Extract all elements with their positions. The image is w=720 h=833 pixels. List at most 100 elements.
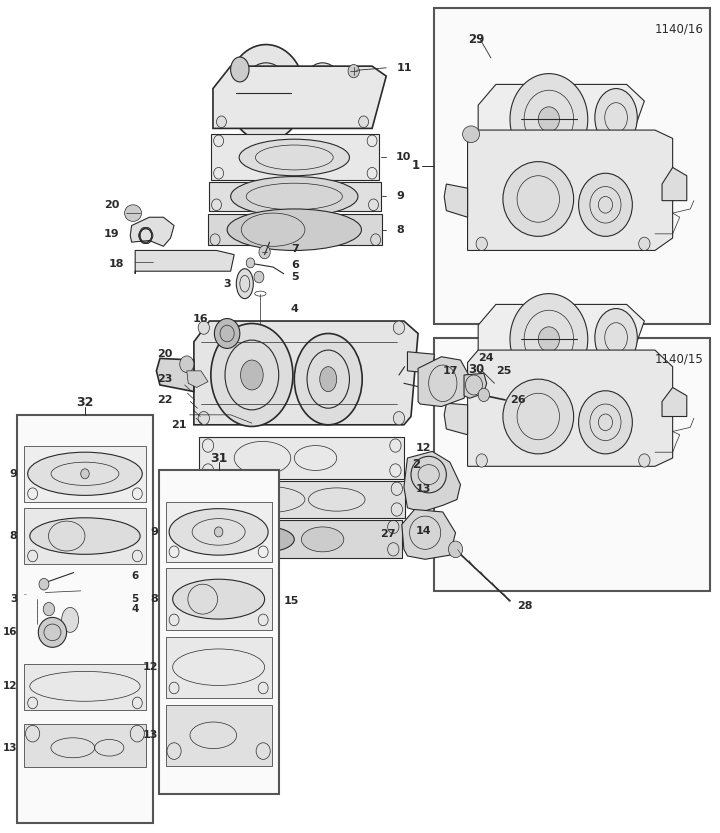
Text: 19: 19 [104, 229, 120, 239]
Circle shape [259, 246, 270, 259]
Ellipse shape [503, 162, 574, 237]
Circle shape [639, 237, 650, 251]
Ellipse shape [125, 205, 142, 222]
Polygon shape [464, 373, 487, 398]
Polygon shape [467, 350, 672, 466]
Text: 8: 8 [9, 531, 17, 541]
Polygon shape [186, 371, 208, 387]
Circle shape [348, 64, 359, 77]
Text: 3: 3 [223, 279, 230, 289]
Polygon shape [444, 403, 467, 435]
Ellipse shape [320, 367, 337, 392]
Text: 31: 31 [210, 451, 228, 465]
Circle shape [39, 578, 49, 590]
Ellipse shape [300, 62, 345, 126]
Text: 15: 15 [284, 596, 299, 606]
Polygon shape [130, 217, 174, 247]
Ellipse shape [169, 509, 268, 555]
Bar [434, 8, 710, 323]
Text: 3: 3 [10, 594, 17, 604]
Text: 27: 27 [380, 530, 395, 540]
Text: _: _ [23, 590, 25, 595]
Text: 5: 5 [291, 272, 298, 282]
Circle shape [449, 541, 463, 557]
Ellipse shape [173, 579, 264, 619]
Text: 13: 13 [416, 484, 431, 494]
Text: 17: 17 [443, 366, 459, 376]
Circle shape [393, 321, 405, 334]
Text: 12: 12 [416, 443, 431, 453]
Ellipse shape [294, 333, 362, 425]
Text: 16: 16 [3, 627, 17, 637]
Circle shape [478, 388, 490, 402]
Circle shape [198, 321, 210, 334]
Text: 26: 26 [510, 395, 526, 405]
Text: 18: 18 [109, 259, 125, 269]
Text: 1: 1 [412, 159, 420, 172]
Polygon shape [194, 321, 418, 425]
Ellipse shape [62, 607, 78, 632]
Text: 1140/15: 1140/15 [654, 352, 703, 366]
Polygon shape [135, 251, 234, 274]
Text: 25: 25 [496, 366, 511, 376]
Text: 6: 6 [291, 261, 299, 271]
Circle shape [217, 116, 226, 127]
Polygon shape [156, 358, 194, 392]
Bar [24, 664, 145, 710]
Ellipse shape [579, 391, 632, 454]
Text: 10: 10 [395, 152, 411, 162]
Ellipse shape [503, 379, 574, 454]
Text: 16: 16 [192, 313, 208, 323]
Ellipse shape [256, 80, 276, 105]
Ellipse shape [27, 452, 143, 496]
Text: 28: 28 [517, 601, 533, 611]
Ellipse shape [539, 327, 559, 352]
Polygon shape [478, 84, 644, 151]
Polygon shape [662, 167, 687, 201]
Text: 8: 8 [150, 594, 158, 604]
Text: 22: 22 [157, 395, 173, 405]
Ellipse shape [38, 617, 66, 647]
Bar [158, 471, 279, 794]
Polygon shape [213, 66, 386, 128]
Text: 13: 13 [143, 731, 158, 741]
Ellipse shape [510, 293, 588, 385]
Polygon shape [408, 352, 434, 373]
Circle shape [198, 412, 210, 425]
Polygon shape [478, 304, 644, 371]
Polygon shape [467, 130, 672, 251]
Circle shape [81, 469, 89, 479]
Text: 24: 24 [478, 353, 494, 363]
Text: 12: 12 [3, 681, 17, 691]
Polygon shape [662, 387, 687, 416]
Bar [24, 508, 145, 564]
Ellipse shape [230, 57, 249, 82]
Text: 8: 8 [397, 225, 405, 235]
Polygon shape [210, 182, 381, 212]
Text: 21: 21 [171, 420, 186, 430]
Ellipse shape [595, 308, 637, 367]
Circle shape [359, 116, 369, 127]
Text: 13: 13 [3, 743, 17, 753]
Ellipse shape [180, 356, 194, 372]
Bar [166, 636, 271, 698]
Text: 1140/16: 1140/16 [654, 23, 703, 36]
Text: 20: 20 [104, 200, 120, 210]
Circle shape [476, 237, 487, 251]
Text: 23: 23 [157, 374, 173, 384]
Polygon shape [199, 437, 404, 479]
Bar [24, 446, 145, 502]
Text: 6: 6 [132, 571, 139, 581]
Bar [166, 502, 271, 561]
Text: 9: 9 [150, 527, 158, 537]
Text: 9: 9 [9, 469, 17, 479]
Ellipse shape [539, 107, 559, 132]
Ellipse shape [30, 518, 140, 554]
Ellipse shape [595, 88, 637, 147]
Text: 9: 9 [397, 192, 405, 202]
Text: 30: 30 [468, 362, 485, 376]
Bar [17, 415, 153, 823]
Ellipse shape [579, 173, 632, 237]
Polygon shape [444, 184, 467, 217]
Circle shape [261, 535, 269, 544]
